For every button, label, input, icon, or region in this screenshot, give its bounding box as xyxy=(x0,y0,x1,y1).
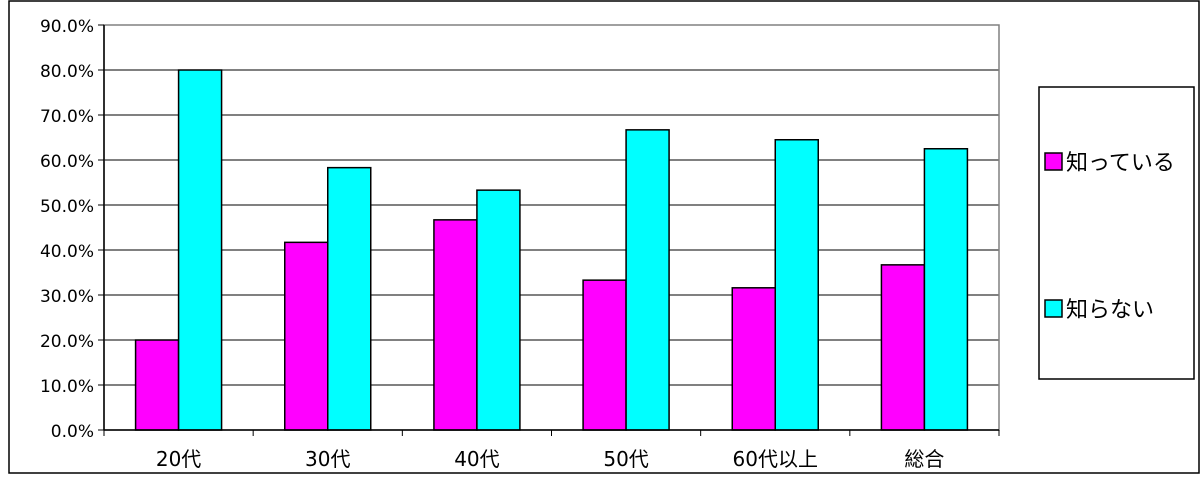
legend-label: 知っている xyxy=(1066,151,1175,176)
y-tick-label: 80.0% xyxy=(40,62,94,82)
x-tick-label: 20代 xyxy=(156,447,201,471)
bar-dont-know xyxy=(923,148,969,431)
y-tick-label: 30.0% xyxy=(40,287,94,307)
bar-dont-know xyxy=(177,69,223,431)
bar-dont-know xyxy=(774,139,819,431)
bar-dont-know xyxy=(476,189,521,431)
y-tick-label: 70.0% xyxy=(40,107,94,127)
x-tick-label: 50代 xyxy=(603,447,648,471)
gridlines xyxy=(104,69,999,386)
y-tick-label: 40.0% xyxy=(40,242,94,262)
bar-know xyxy=(284,241,329,431)
y-tick-label: 60.0% xyxy=(40,152,94,172)
x-tick-label: 総合 xyxy=(904,447,944,471)
bar-know xyxy=(582,279,627,431)
y-tick-label: 50.0% xyxy=(40,197,94,217)
x-tick-label: 60代以上 xyxy=(733,447,818,471)
x-tick-label: 30代 xyxy=(305,447,350,471)
legend-label: 知らない xyxy=(1066,298,1154,323)
bars xyxy=(134,69,969,431)
y-tick-label: 90.0% xyxy=(40,17,94,37)
bar-know xyxy=(433,219,478,431)
y-tick-label: 0.0% xyxy=(51,422,94,442)
x-tick-label: 40代 xyxy=(454,447,499,471)
x-axis: 20代 30代 40代 50代 60代以上 総合 xyxy=(103,429,1000,471)
bar-know xyxy=(731,287,776,431)
legend-box xyxy=(1038,86,1195,380)
y-axis-ticks: 0.0% 10.0% 20.0% 30.0% 40.0% 50.0% 60.0% 70.0% 8… xyxy=(40,17,105,442)
bar-know xyxy=(880,264,926,431)
bar-know xyxy=(134,339,180,431)
y-tick-label: 20.0% xyxy=(40,332,94,352)
y-tick-label: 10.0% xyxy=(40,377,94,397)
legend-swatch xyxy=(1044,299,1063,318)
bar-dont-know xyxy=(327,166,372,431)
bar-dont-know xyxy=(625,129,670,431)
legend-swatch xyxy=(1044,152,1063,171)
